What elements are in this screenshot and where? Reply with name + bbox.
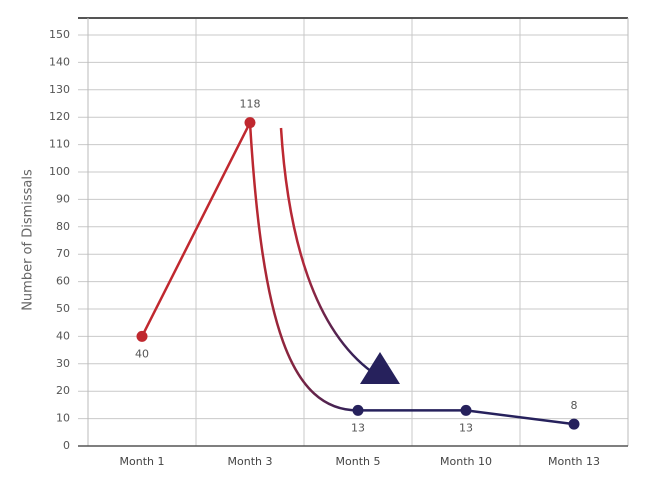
y-tick-label: 110 [49, 138, 70, 151]
x-tick-label: Month 1 [120, 455, 165, 468]
x-tick-label: Month 5 [336, 455, 381, 468]
y-tick-label: 150 [49, 28, 70, 41]
y-tick-label: 140 [49, 55, 70, 68]
y-tick-label: 60 [56, 275, 70, 288]
x-tick-label: Month 10 [440, 455, 492, 468]
y-tick-label: 0 [63, 439, 70, 452]
data-point [460, 404, 472, 416]
y-tick-label: 90 [56, 192, 70, 205]
grid [78, 18, 628, 447]
y-tick-label: 130 [49, 83, 70, 96]
y-tick-label: 70 [56, 247, 70, 260]
y-tick-label: 30 [56, 357, 70, 370]
y-tick-label: 20 [56, 384, 70, 397]
data-point [568, 418, 580, 430]
y-tick-label: 120 [49, 110, 70, 123]
trend-arrow-head [360, 352, 400, 384]
data-point [136, 330, 148, 342]
y-axis-title: Number of Dismissals [21, 169, 36, 311]
data-line [140, 117, 575, 426]
x-tick-label: Month 3 [228, 455, 273, 468]
data-point [352, 404, 364, 416]
y-tick-label: 40 [56, 329, 70, 342]
data-label: 13 [351, 421, 365, 434]
y-tick-label: 50 [56, 302, 70, 315]
x-tick-label: Month 13 [548, 455, 600, 468]
data-label: 8 [571, 399, 578, 412]
data-point [244, 117, 256, 129]
y-tick-label: 10 [56, 412, 70, 425]
data-label: 40 [135, 347, 149, 360]
data-label: 118 [240, 98, 261, 111]
trend-arrow-shaft [279, 127, 373, 374]
y-tick-label: 80 [56, 220, 70, 233]
y-tick-label: 100 [49, 165, 70, 178]
data-label: 13 [459, 421, 473, 434]
